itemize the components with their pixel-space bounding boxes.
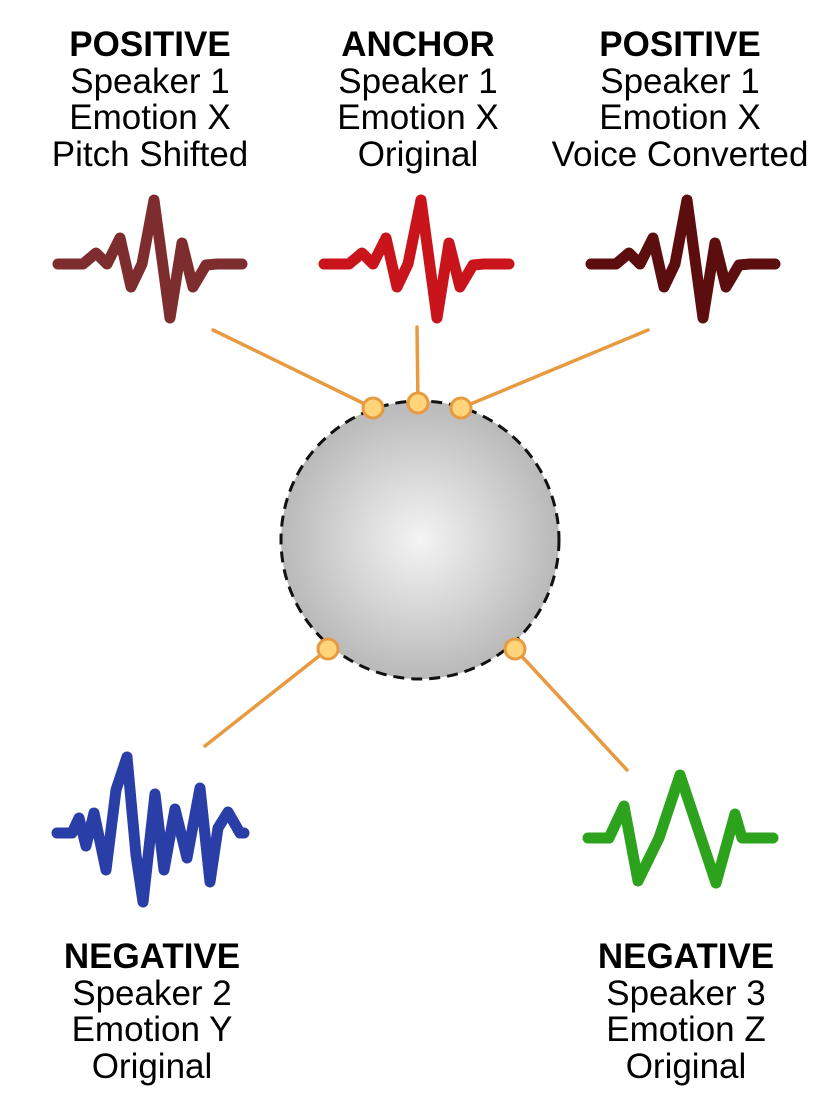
label-negative-speaker3: NEGATIVE Speaker 3 Emotion Z Original [566, 937, 806, 1086]
label-variant: Original [357, 134, 479, 174]
waveform-anchor-icon [318, 194, 515, 324]
label-speaker: Speaker 1 [70, 61, 230, 101]
label-speaker: Speaker 1 [338, 61, 498, 101]
label-positive-pitch: POSITIVE Speaker 1 Emotion X Pitch Shift… [30, 25, 270, 174]
label-speaker: Speaker 2 [72, 973, 232, 1013]
label-positive-vc: POSITIVE Speaker 1 Emotion X Voice Conve… [540, 25, 820, 174]
waveform-positive-pitch-icon [52, 194, 248, 324]
label-variant: Voice Converted [551, 134, 809, 174]
connector-negative-speaker2 [203, 647, 330, 748]
connector-positive-vc [459, 328, 650, 410]
node-positive-vc [449, 396, 473, 420]
waveform-negative-speaker2-icon [51, 751, 250, 908]
label-emotion: Emotion Y [71, 1010, 233, 1049]
label-anchor: ANCHOR Speaker 1 Emotion X Original [300, 25, 536, 174]
label-emotion: Emotion Z [606, 1010, 766, 1049]
label-role: POSITIVE [69, 25, 231, 64]
connector-positive-pitch [211, 328, 375, 410]
connector-anchor [415, 325, 420, 405]
label-negative-speaker2: NEGATIVE Speaker 2 Emotion Y Original [32, 937, 272, 1086]
label-role: NEGATIVE [63, 937, 241, 976]
waveform-negative-speaker3-icon [582, 769, 779, 889]
node-negative-speaker3 [503, 637, 527, 661]
label-emotion: Emotion X [337, 98, 499, 137]
node-anchor [406, 391, 430, 415]
label-role: NEGATIVE [597, 937, 775, 976]
label-role: POSITIVE [599, 25, 761, 64]
node-negative-speaker2 [316, 637, 340, 661]
embedding-sphere [279, 399, 561, 681]
connector-negative-speaker3 [513, 647, 629, 772]
label-variant: Original [625, 1046, 747, 1086]
label-variant: Original [91, 1046, 213, 1086]
label-speaker: Speaker 1 [600, 61, 760, 101]
label-role: ANCHOR [341, 25, 495, 64]
label-variant: Pitch Shifted [51, 134, 249, 174]
label-emotion: Emotion X [69, 98, 231, 137]
label-emotion: Emotion X [599, 98, 761, 137]
waveform-positive-vc-icon [585, 194, 781, 324]
label-speaker: Speaker 3 [606, 973, 766, 1013]
node-positive-pitch [361, 396, 385, 420]
